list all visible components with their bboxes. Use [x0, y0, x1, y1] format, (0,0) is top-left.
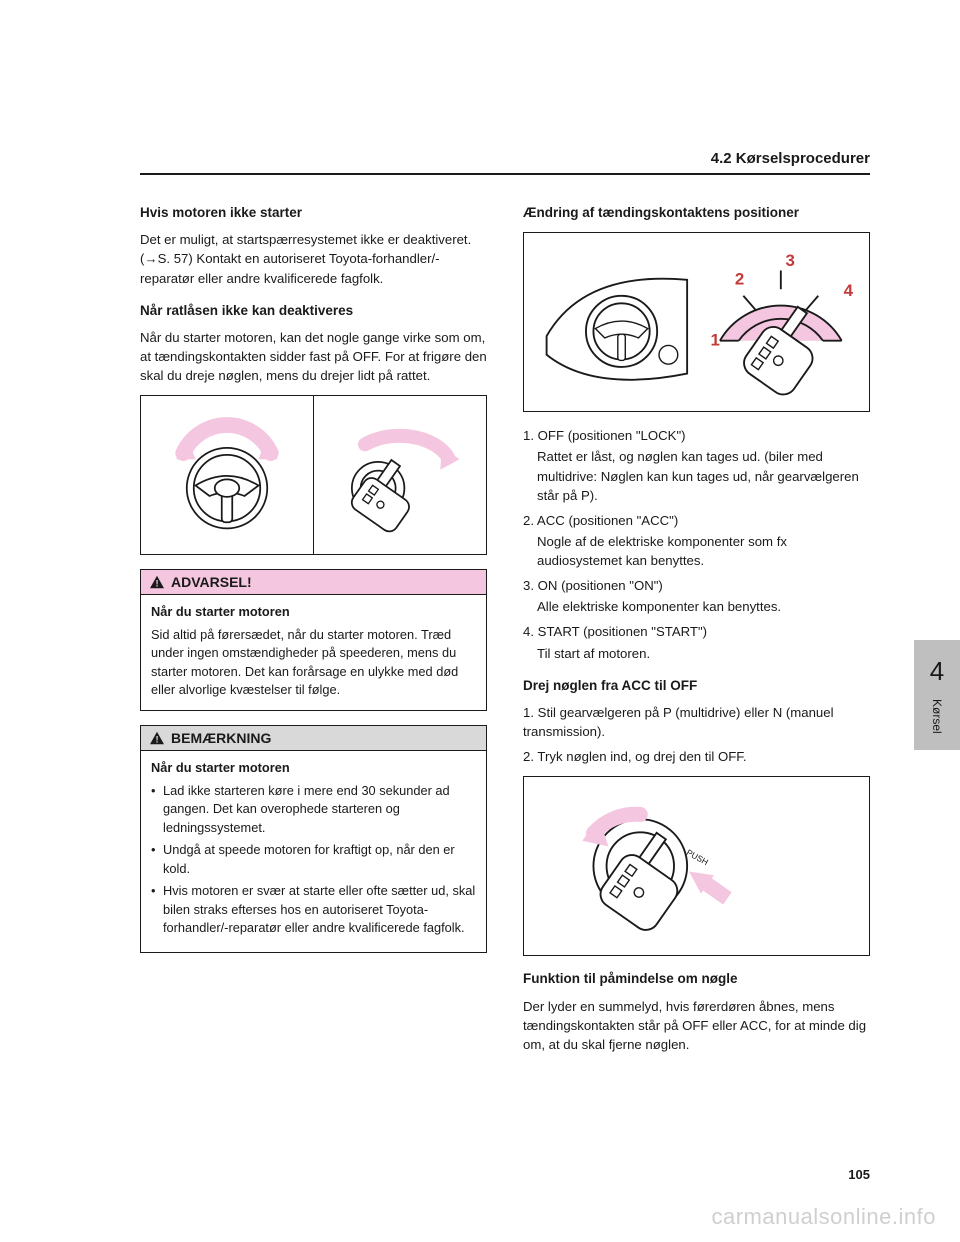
warning-triangle-icon: ! [149, 575, 165, 589]
ignition-position-list: 1. OFF (positionen "LOCK") Rattet er lås… [523, 426, 870, 663]
notice-header: ! BEMÆRKNING [141, 726, 486, 751]
heading-ignition-positions: Ændring af tændingskontaktens positioner [523, 204, 870, 222]
chapter-number: 4 [930, 656, 944, 687]
figure-steering-and-key [140, 395, 487, 555]
warning-subtitle: Når du starter motoren [151, 603, 476, 622]
warning-box: ! ADVARSEL! Når du starter motoren Sid a… [140, 569, 487, 711]
heading-steering-lock: Når ratlåsen ikke kan deaktiveres [140, 302, 487, 320]
list-item: 1. Stil gearvælgeren på P (multidrive) e… [523, 703, 870, 741]
heading-key-reminder: Funktion til påmindelse om nøgle [523, 970, 870, 988]
svg-text:!: ! [155, 579, 158, 589]
heading-engine-not-start: Hvis motoren ikke starter [140, 204, 487, 222]
paragraph: Det er muligt, at startspærresystemet ik… [140, 230, 487, 287]
warning-title: ADVARSEL! [171, 574, 252, 590]
list-item: 2. ACC (positionen "ACC") Nogle af de el… [523, 511, 870, 570]
figure-ignition-positions: 1 2 3 4 [523, 232, 870, 412]
ignition-label-1: 1 [711, 331, 720, 350]
list-item: 2. Tryk nøglen ind, og drej den til OFF. [523, 747, 870, 766]
list-item: 1. OFF (positionen "LOCK") Rattet er lås… [523, 426, 870, 505]
notice-title: BEMÆRKNING [171, 730, 271, 746]
content-two-column: Hvis motoren ikke starter Det er muligt,… [140, 190, 870, 1162]
page-number: 105 [848, 1167, 870, 1182]
list-item: Hvis motoren er svær at starte eller oft… [151, 882, 476, 938]
list-item: Lad ikke starteren køre i mere end 30 se… [151, 782, 476, 838]
right-column: Ændring af tændingskontaktens positioner [523, 190, 870, 1162]
paragraph: Der lyder en summelyd, hvis førerdøren å… [523, 997, 870, 1054]
figure-key-turn-icon [314, 396, 486, 554]
chapter-label: Kørsel [930, 699, 944, 734]
section-title: 4.2 Kørselsprocedurer [711, 150, 870, 167]
warning-header: ! ADVARSEL! [141, 570, 486, 595]
notice-triangle-icon: ! [149, 731, 165, 745]
ignition-label-3: 3 [786, 251, 795, 270]
notice-list: Lad ikke starteren køre i mere end 30 se… [151, 782, 476, 938]
figure-steering-wheel-icon [141, 396, 313, 554]
left-column: Hvis motoren ikke starter Det er muligt,… [140, 190, 487, 1162]
ignition-label-2: 2 [735, 270, 744, 289]
notice-subtitle: Når du starter motoren [151, 759, 476, 778]
notice-box: ! BEMÆRKNING Når du starter motoren Lad … [140, 725, 487, 953]
ignition-label-4: 4 [844, 281, 854, 300]
heading-acc-to-off: Drej nøglen fra ACC til OFF [523, 677, 870, 695]
svg-text:PUSH: PUSH [685, 848, 710, 868]
list-item: Undgå at speede motoren for kraftigt op,… [151, 841, 476, 878]
figure-key-push-turn: PUSH [523, 776, 870, 956]
watermark: carmanualsonline.info [711, 1204, 936, 1230]
svg-text:!: ! [155, 735, 158, 745]
paragraph: Når du starter motoren, kan det nogle ga… [140, 328, 487, 385]
acc-off-steps: 1. Stil gearvælgeren på P (multidrive) e… [523, 703, 870, 766]
warning-body: Når du starter motoren Sid altid på føre… [141, 595, 486, 710]
list-item: 3. ON (positionen "ON") Alle elektriske … [523, 576, 870, 616]
warning-text: Sid altid på førersædet, når du starter … [151, 626, 476, 700]
list-item: 4. START (positionen "START") Til start … [523, 622, 870, 662]
chapter-side-tab: 4 Kørsel [914, 640, 960, 750]
manual-page: 4.2 Kørselsprocedurer 4 Kørsel Hvis moto… [0, 0, 960, 1242]
running-header: 4.2 Kørselsprocedurer [140, 150, 870, 175]
notice-body: Når du starter motoren Lad ikke startere… [141, 751, 486, 952]
